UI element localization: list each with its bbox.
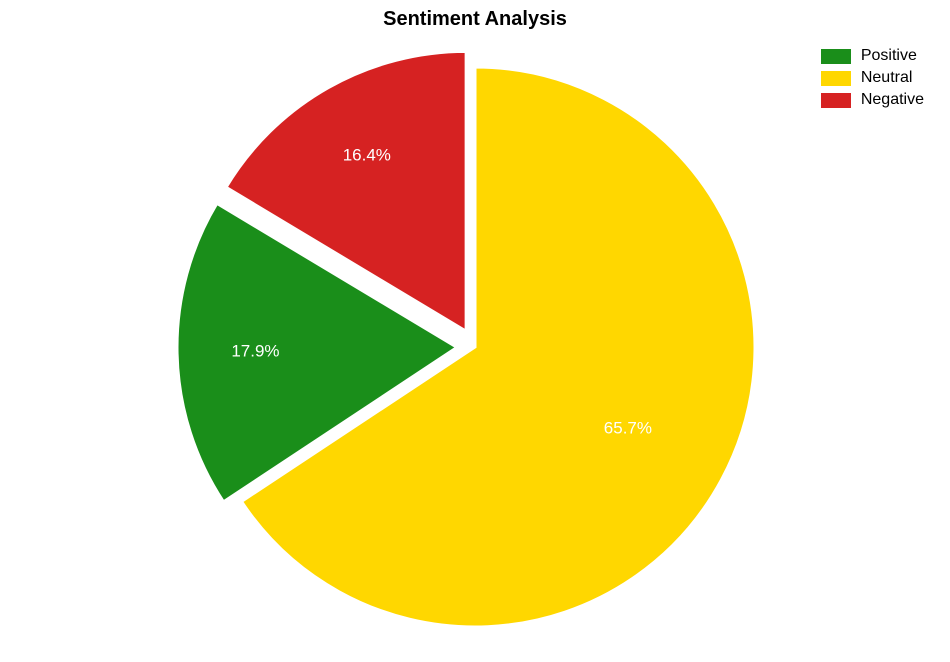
legend-label: Negative — [861, 91, 924, 109]
legend-item: Positive — [821, 47, 924, 65]
legend-swatch — [821, 93, 851, 108]
pie-svg: 65.7% 17.9% 16.4% — [0, 0, 950, 662]
pie-slice-label: 65.7% — [604, 419, 652, 438]
legend-label: Positive — [861, 47, 917, 65]
sentiment-pie-chart: Sentiment Analysis 65.7%17.9%16.4% Posit… — [0, 0, 950, 662]
legend-swatch — [821, 71, 851, 86]
legend-swatch — [821, 49, 851, 64]
legend-item: Negative — [821, 91, 924, 109]
legend: Positive Neutral Negative — [821, 47, 924, 113]
legend-label: Neutral — [861, 69, 913, 87]
legend-item: Neutral — [821, 69, 924, 87]
pie-slice-label: 17.9% — [231, 341, 279, 360]
pie-slice-label: 16.4% — [343, 145, 391, 164]
